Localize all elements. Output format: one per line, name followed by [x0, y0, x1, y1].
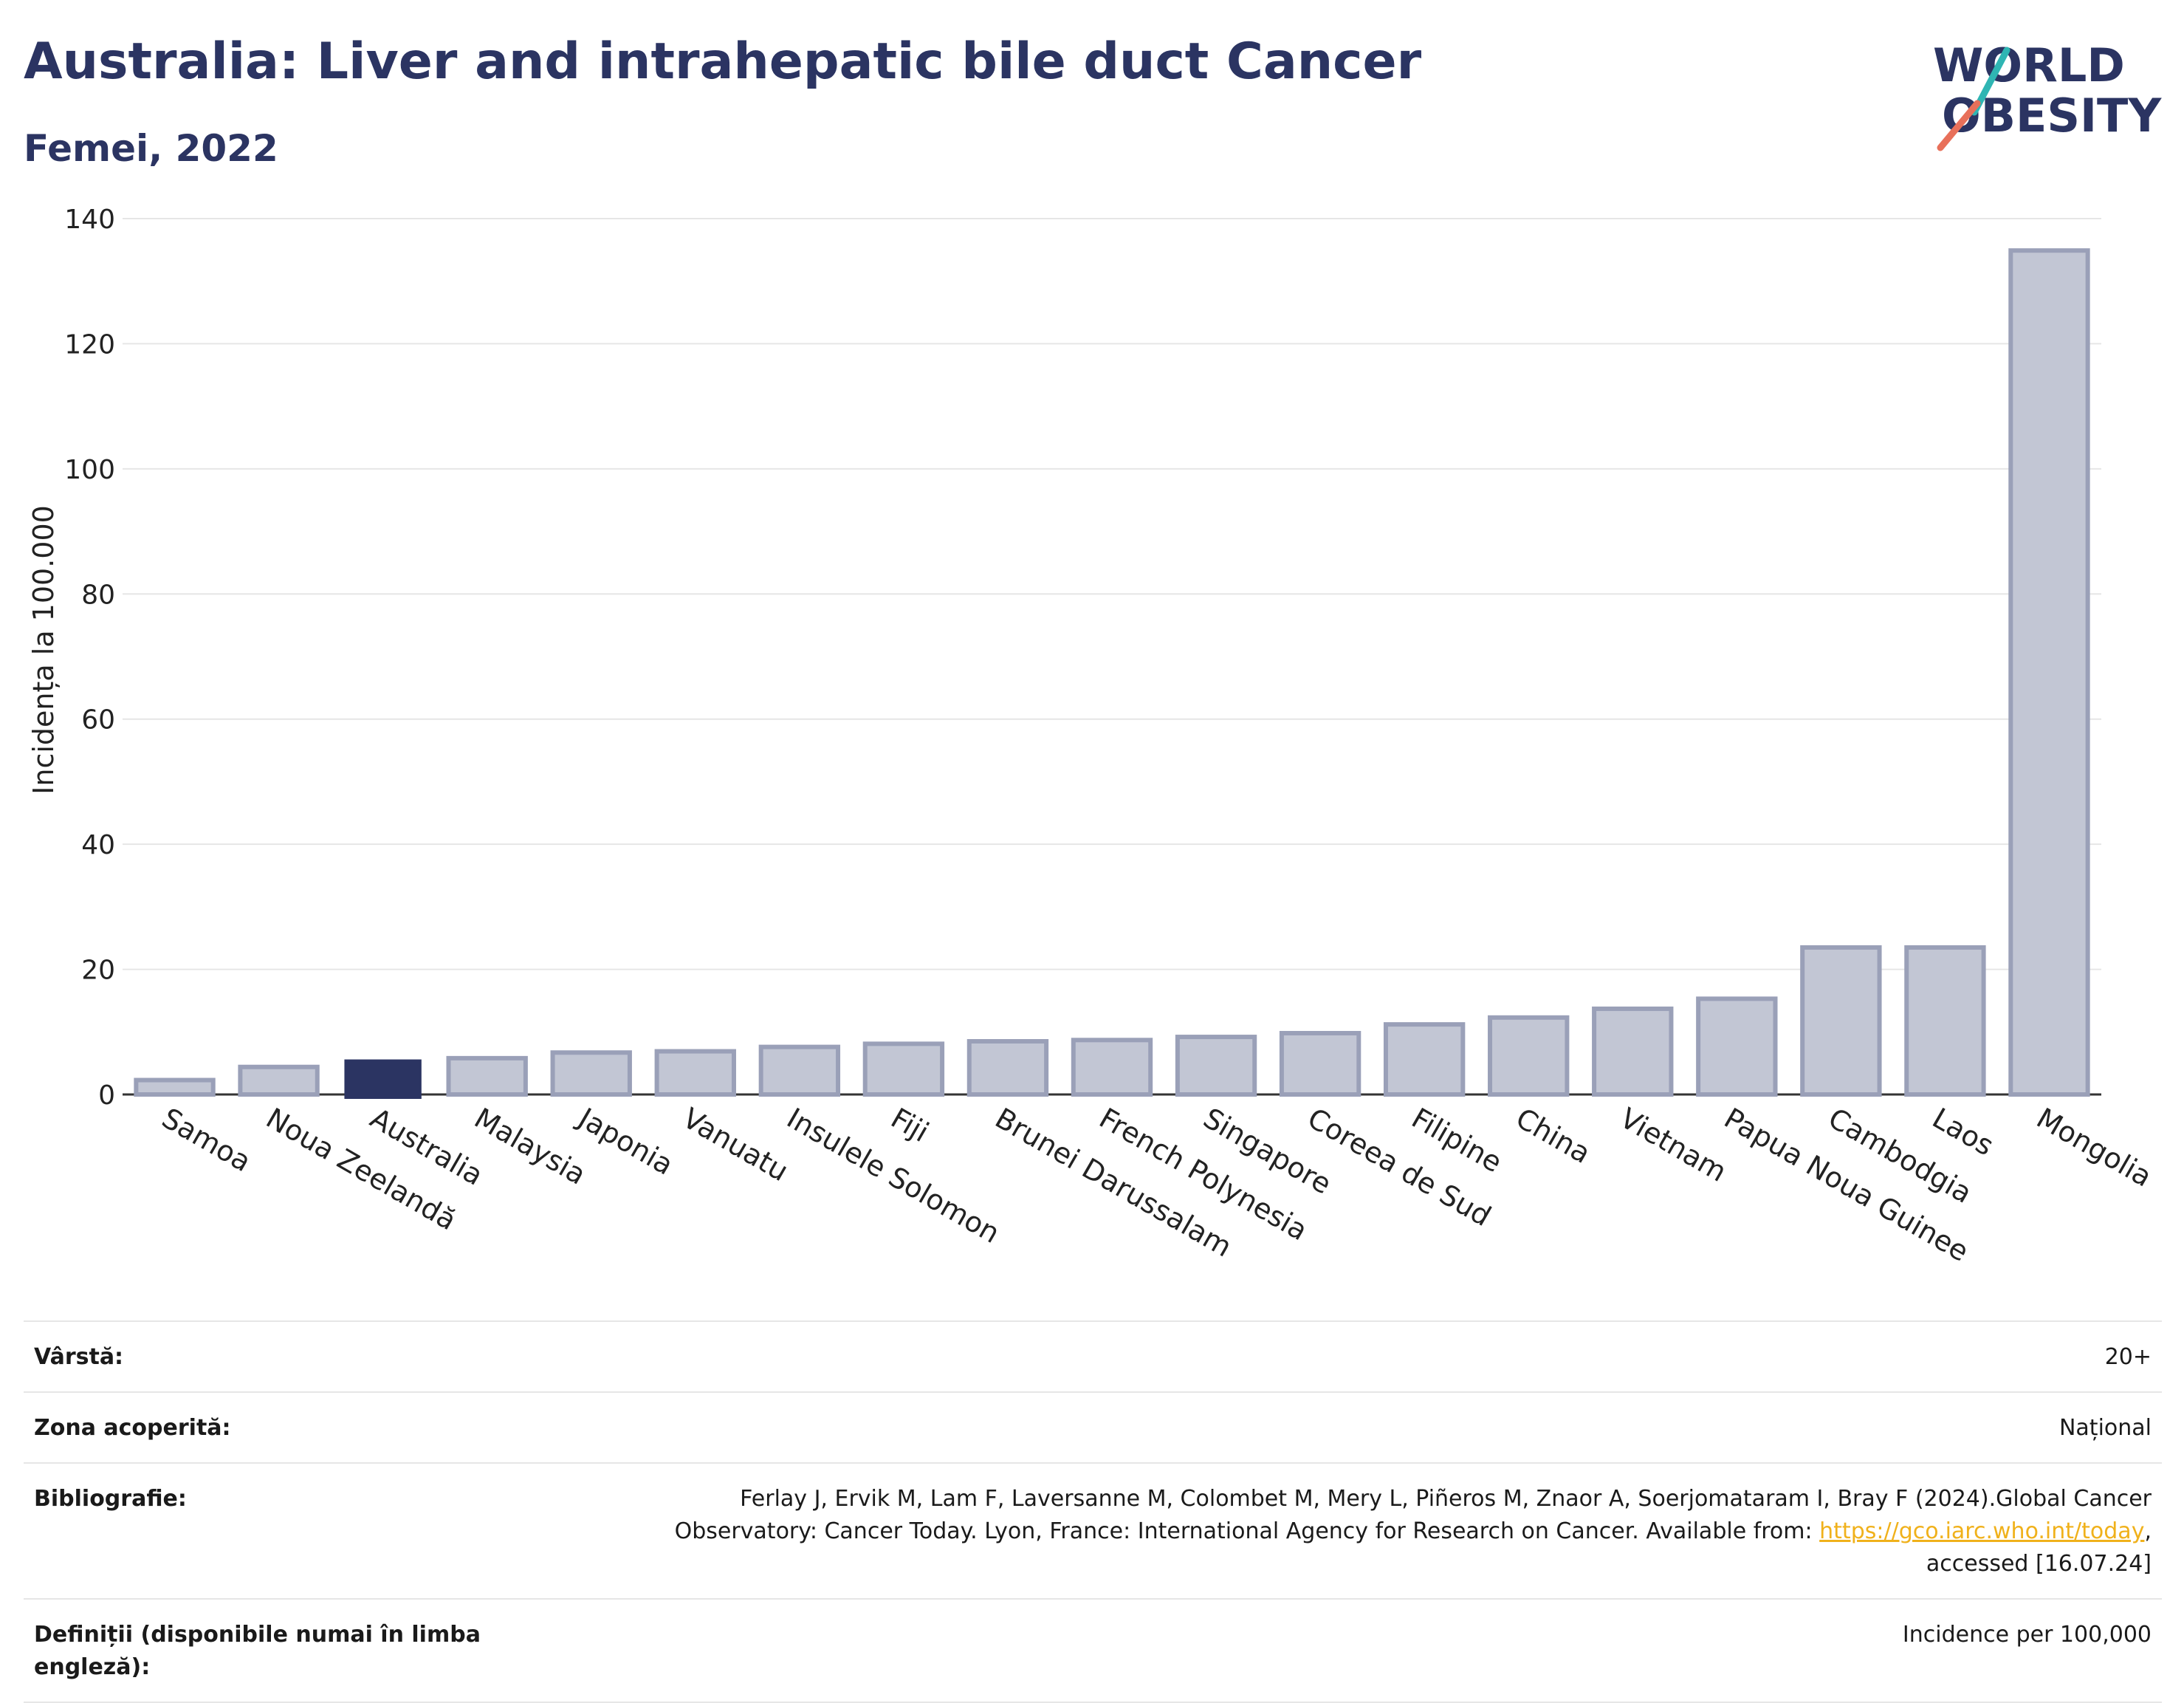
y-tick-label: 140	[64, 205, 115, 235]
bar-mongolia[interactable]	[2008, 248, 2090, 1097]
bar-japonia[interactable]	[550, 1050, 632, 1097]
bar-china[interactable]	[1488, 1015, 1570, 1097]
bar-vietnam[interactable]	[1592, 1006, 1674, 1097]
bar-coreea-de-sud[interactable]	[1279, 1030, 1361, 1097]
info-value: 20+	[2104, 1344, 2152, 1370]
info-row-bibliography: Bibliografie: Ferlay J, Ervik M, Lam F, …	[24, 1462, 2162, 1598]
y-tick-label: 0	[98, 1080, 115, 1111]
info-value: Ferlay J, Ervik M, Lam F, Laversanne M, …	[601, 1483, 2152, 1580]
y-tick-label: 20	[81, 956, 115, 986]
bar-vanuatu[interactable]	[654, 1049, 736, 1097]
x-tick-label: Fiji	[885, 1102, 934, 1148]
bar-brunei-darussalam[interactable]	[966, 1038, 1049, 1097]
x-tick-label: Japonia	[572, 1101, 679, 1182]
bar-noua-zeeland-[interactable]	[238, 1064, 320, 1097]
bar-laos[interactable]	[1904, 945, 1986, 1097]
info-value: Național	[2058, 1415, 2152, 1441]
chart-subtitle: Femei, 2022	[24, 127, 278, 170]
logo-slash-coral	[1937, 100, 1981, 151]
x-tick-label: Malaysia	[469, 1102, 591, 1191]
bar-chart: 0 20 40 60 80 100 120 140 Samoa Noua ZeelandăAus…	[27, 205, 2157, 1268]
logo-word-obesity: OBESITY	[1942, 89, 2162, 143]
bar-malaysia[interactable]	[446, 1055, 528, 1097]
y-tick-label: 40	[81, 830, 115, 860]
info-label: Vârstă:	[34, 1344, 124, 1370]
x-tick-label: Mongolia	[2031, 1102, 2157, 1193]
info-label: Zona acoperită:	[34, 1415, 231, 1441]
logo-word-world: WORLD	[1933, 38, 2125, 92]
world-obesity-logo: WORLD OBESITY	[1933, 38, 2162, 151]
bar-fiji[interactable]	[862, 1041, 945, 1097]
bar-samoa[interactable]	[134, 1077, 216, 1097]
bar-cambodgia[interactable]	[1800, 945, 1882, 1097]
bar-insulele-solomon[interactable]	[758, 1044, 841, 1097]
x-axis-ticks: Samoa Noua ZeelandăAustraliaMalaysiaJapon…	[157, 1101, 2157, 1268]
x-tick-label: China	[1511, 1102, 1596, 1170]
bar-singapore[interactable]	[1175, 1035, 1257, 1097]
y-tick-label: 80	[81, 580, 115, 610]
x-tick-label: Samoa	[157, 1102, 256, 1179]
bibliography-accessed: , accessed [16.07.24]	[1926, 1518, 2152, 1577]
bar-french-polynesia[interactable]	[1071, 1038, 1153, 1097]
y-tick-label: 120	[64, 329, 115, 360]
y-tick-label: 100	[64, 455, 115, 485]
x-tick-label: Noua Zeelandă	[261, 1102, 461, 1237]
x-tick-label: Coreea de Sud	[1302, 1102, 1497, 1233]
bar-papua-noua-guinee[interactable]	[1696, 996, 1778, 1097]
y-axis-ticks: 0 20 40 60 80 100 120 140	[64, 205, 115, 1111]
chart-title: Australia: Liver and intrahepatic bile d…	[24, 32, 1422, 91]
bar-australia[interactable]	[344, 1059, 422, 1099]
info-value: Incidence per 100,000	[1902, 1622, 2152, 1648]
bibliography-text: Ferlay J, Ervik M, Lam F, Laversanne M, …	[674, 1486, 2152, 1544]
info-row-age: Vârstă: 20+	[24, 1320, 2162, 1391]
y-tick-label: 60	[81, 705, 115, 736]
x-tick-label: Vanuatu	[677, 1102, 794, 1188]
bar-filipine[interactable]	[1383, 1022, 1466, 1097]
info-label: Bibliografie:	[34, 1486, 187, 1512]
info-row-definitions: Definiții (disponibile numai în limba en…	[24, 1598, 2162, 1703]
x-tick-label: Vietnam	[1615, 1102, 1732, 1188]
bibliography-link[interactable]: https://gco.iarc.who.int/today	[1819, 1518, 2145, 1544]
info-table: Vârstă: 20+ Zona acoperită: Național Bib…	[24, 1320, 2162, 1703]
info-row-coverage: Zona acoperită: Național	[24, 1391, 2162, 1462]
y-axis-label: Incidența la 100.000	[27, 505, 60, 795]
info-label: Definiții (disponibile numai în limba en…	[34, 1622, 481, 1680]
x-tick-label: Laos	[1927, 1102, 1999, 1162]
bars	[134, 248, 2090, 1099]
